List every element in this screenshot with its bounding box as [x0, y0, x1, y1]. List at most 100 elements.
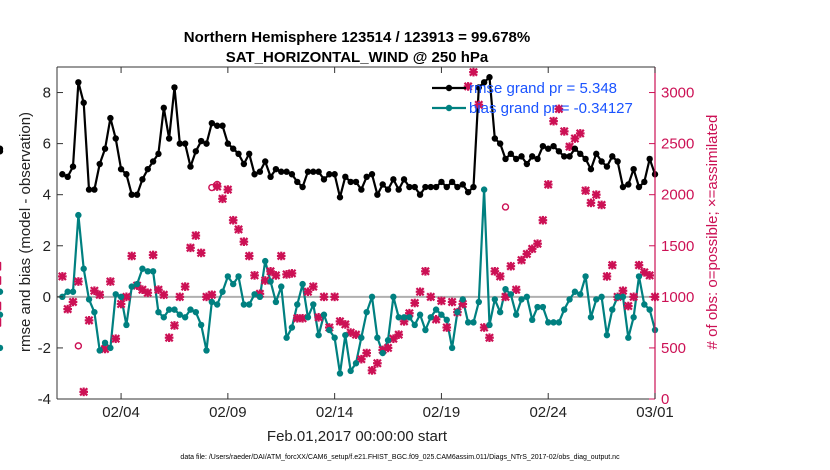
rmse-point [448, 178, 456, 186]
obs-assimilated-marker [250, 271, 259, 280]
rmse-point [614, 158, 621, 165]
bias-point [464, 319, 472, 326]
rmse-point [577, 150, 584, 158]
bias-point [545, 319, 552, 326]
bias-point [561, 306, 568, 313]
obs-assimilated-marker [538, 215, 548, 225]
rmse-point [64, 173, 71, 181]
bias-point [593, 296, 600, 303]
bias-point [384, 337, 392, 344]
obs-assimilated-marker [463, 82, 473, 91]
obs-assimilated-marker [239, 237, 249, 247]
rmse-point [630, 165, 637, 173]
bias-point [107, 344, 114, 352]
obs-assimilated-marker [645, 271, 655, 280]
bias-point [160, 314, 167, 321]
bias-point [646, 306, 653, 313]
plot-area: -4 -2 0 2 4 6 8 0 500 1000 1500 2000 2500 3000 02/04 02… [0, 66, 694, 421]
bias-point [283, 334, 290, 341]
bias-point [577, 291, 584, 298]
obs-assimilated-marker [426, 292, 436, 302]
rmse-point [518, 153, 525, 160]
rmse-point [165, 135, 173, 142]
rmse-point [523, 160, 531, 168]
x-tick-label: 02/19 [423, 404, 461, 421]
bias-point [491, 296, 499, 303]
rmse-point [235, 150, 242, 158]
rmse-point [283, 168, 290, 175]
obs-possible-marker [74, 342, 83, 350]
obs-assimilated-marker [351, 330, 361, 340]
bias-point [240, 301, 248, 308]
bias-point [0, 288, 4, 295]
obs-assimilated-marker [469, 67, 478, 77]
obs-assimilated-marker [319, 292, 329, 302]
bias-point [91, 308, 98, 316]
bias-point [635, 273, 643, 280]
rmse-point [400, 176, 408, 183]
obs-possible-marker [208, 183, 216, 192]
bias-point [0, 311, 4, 318]
obs-assimilated-marker [372, 358, 382, 368]
x-axis-label: Feb.01,2017 00:00:00 start [267, 428, 448, 445]
bias-point [171, 306, 178, 313]
bias-point [203, 347, 210, 354]
rmse-point [208, 119, 216, 127]
rmse-point [246, 150, 253, 158]
bias-point [363, 308, 370, 316]
bias-point [192, 308, 200, 316]
y2-tick-label: 1000 [661, 289, 694, 306]
obs-assimilated-marker [276, 251, 286, 261]
obs-assimilated-marker [383, 343, 393, 353]
rmse-point [363, 173, 370, 181]
bias-point [96, 347, 103, 354]
rmse-point [475, 84, 483, 91]
obs-possible-marker [213, 180, 221, 189]
bias-point [112, 291, 119, 298]
bias-point [85, 296, 93, 303]
rmse-point [192, 148, 200, 155]
rmse-point [502, 155, 509, 163]
bias-point [229, 280, 237, 288]
y2-tick-label: 2500 [661, 136, 694, 153]
obs-assimilated-marker [207, 290, 217, 300]
bias-point [155, 308, 162, 316]
chart-subtitle: SAT_HORIZONTAL_WIND @ 250 hPa [226, 49, 489, 66]
legend-swatch-marker [445, 104, 453, 112]
rmse-point [256, 168, 264, 175]
rmse-point [203, 140, 210, 147]
bias-point [438, 311, 445, 318]
rmse-point [582, 155, 589, 163]
bias-point [304, 314, 312, 321]
obs-assimilated-marker [474, 100, 484, 110]
rmse-point [555, 148, 563, 155]
bias-point [224, 273, 232, 280]
bias-point [368, 293, 376, 301]
x-tick-label: 02/09 [209, 404, 247, 421]
rmse-point [646, 155, 653, 163]
obs-assimilated-marker [106, 277, 115, 286]
bias-point [416, 311, 424, 318]
obs-assimilated-marker [244, 251, 254, 261]
bias-point [272, 298, 280, 306]
x-tick-label: 02/24 [529, 404, 567, 421]
y-tick-label: -2 [38, 340, 51, 357]
obs-assimilated-marker [549, 116, 558, 126]
obs-assimilated-marker [543, 180, 553, 189]
bias-point [117, 293, 125, 301]
obs-assimilated-marker [581, 186, 590, 195]
obs-assimilated-marker [234, 225, 243, 234]
bias-point [181, 314, 189, 321]
bias-point [523, 293, 531, 301]
bias-point [448, 344, 456, 352]
bias-point [555, 319, 563, 326]
bias-point [133, 280, 141, 288]
x-tick-label: 02/14 [316, 404, 354, 421]
rmse-point [304, 168, 312, 175]
legend: rmse grand pr = 5.348 bias grand pr = -0.… [432, 80, 633, 117]
bias-point [176, 311, 184, 318]
bias-point [379, 349, 386, 357]
rmse-point [288, 171, 296, 178]
y2-tick-label: 2000 [661, 187, 694, 204]
obs-assimilated-marker [442, 323, 452, 332]
